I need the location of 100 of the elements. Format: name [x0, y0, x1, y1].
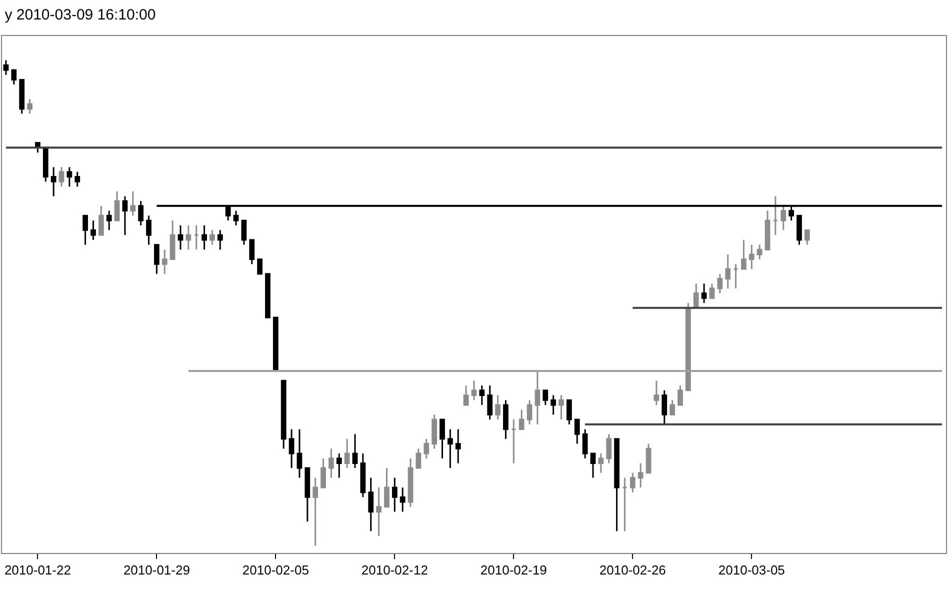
candlestick: [3, 60, 9, 76]
candlestick: [448, 428, 453, 469]
candlestick: [510, 418, 516, 464]
candlestick: [11, 69, 17, 86]
candlestick: [352, 433, 358, 469]
candlestick: [518, 409, 524, 430]
candlestick: [400, 486, 406, 512]
x-tick-label: 2010-01-22: [4, 562, 71, 578]
candlestick: [487, 384, 493, 420]
candlestick: [360, 452, 366, 498]
candlestick: [503, 399, 508, 440]
candlestick: [42, 146, 48, 182]
candlestick: [780, 205, 786, 231]
candlestick: [646, 443, 652, 474]
candlestick: [186, 224, 192, 250]
candlestick: [693, 282, 699, 309]
candlestick: [804, 229, 810, 246]
candlestick: [748, 244, 754, 270]
candlestick: [701, 282, 707, 304]
candlestick: [170, 220, 176, 260]
candlestick: [257, 258, 263, 275]
candlestick: [304, 467, 310, 522]
candlestick: [424, 438, 430, 460]
candlestick: [455, 428, 461, 464]
candlestick: [717, 273, 723, 294]
candlestick: [408, 458, 414, 508]
candlestick: [368, 477, 374, 532]
candlestick: [194, 224, 200, 250]
candlestick: [670, 399, 676, 416]
candlestick: [495, 394, 500, 420]
candlestick: [50, 166, 56, 197]
x-tick-label: 2010-01-29: [123, 562, 190, 578]
candlestick: [320, 458, 326, 488]
candlestick: [590, 452, 596, 479]
candlestick: [622, 477, 628, 532]
candlestick: [202, 224, 207, 250]
candlestick: [598, 452, 604, 474]
candlestick: [106, 210, 112, 231]
candlestick: [98, 205, 104, 236]
candlestick: [542, 390, 548, 406]
candlestick: [130, 190, 136, 216]
candlestick: [566, 399, 572, 426]
candlestick: [19, 78, 25, 114]
x-tick-label: 2010-02-05: [242, 562, 309, 578]
candlestick: [336, 452, 342, 479]
candlestick: [638, 462, 644, 488]
candlestick: [154, 244, 160, 275]
candlestick: [82, 214, 88, 246]
candlestick: [58, 166, 64, 188]
candlestick: [280, 380, 286, 450]
candlestick: [233, 210, 239, 226]
candlestick: [210, 229, 215, 246]
candlestick: [122, 195, 128, 236]
candlestick: [526, 399, 532, 426]
candlestick: [74, 171, 80, 188]
candlestick: [312, 477, 318, 546]
candlestick: [733, 263, 738, 290]
candlestick: [479, 384, 485, 406]
x-tick-label: 2010-02-19: [480, 562, 547, 578]
candlestick: [685, 302, 691, 392]
candlestick: [614, 438, 620, 532]
candlestick: [288, 428, 294, 469]
chart-title: y 2010-03-09 16:10:00: [4, 6, 156, 24]
candlestick: [574, 418, 580, 445]
candlestick: [558, 394, 564, 420]
candlestick: [582, 428, 588, 460]
x-tick-label: 2010-03-05: [718, 562, 785, 578]
candlestick: [725, 254, 731, 290]
candlestick: [654, 380, 660, 406]
candlestick: [90, 220, 96, 241]
candlestick: [764, 210, 770, 250]
candlestick: [709, 282, 715, 299]
candlestick: [440, 418, 445, 460]
candlestick: [138, 200, 144, 226]
candlestick: [376, 486, 382, 537]
candlestick: [678, 384, 683, 406]
candlestick: [662, 390, 668, 426]
candlestick: [796, 214, 802, 246]
candlestick: [328, 448, 334, 479]
candlestick: [416, 448, 422, 469]
candlestick: [296, 428, 302, 479]
candlestick: [27, 98, 32, 114]
candlestick: [344, 438, 350, 469]
candlestick: [463, 384, 469, 406]
candlestick: [384, 467, 390, 508]
candlestick: [471, 380, 477, 401]
candlestick: [432, 414, 438, 450]
candlestick: [606, 433, 612, 464]
candlestick: [772, 195, 778, 236]
candlestick: [534, 370, 540, 426]
candlestick: [392, 477, 398, 512]
candlestick: [241, 220, 247, 246]
candlestick: [162, 248, 168, 275]
candlestick: [146, 214, 152, 246]
candlestick: [741, 239, 746, 270]
candlestick: [249, 239, 255, 265]
candlestick: [66, 166, 72, 188]
candlestick: [550, 394, 556, 416]
candlestick: [272, 316, 278, 372]
candlestick: [217, 229, 223, 250]
